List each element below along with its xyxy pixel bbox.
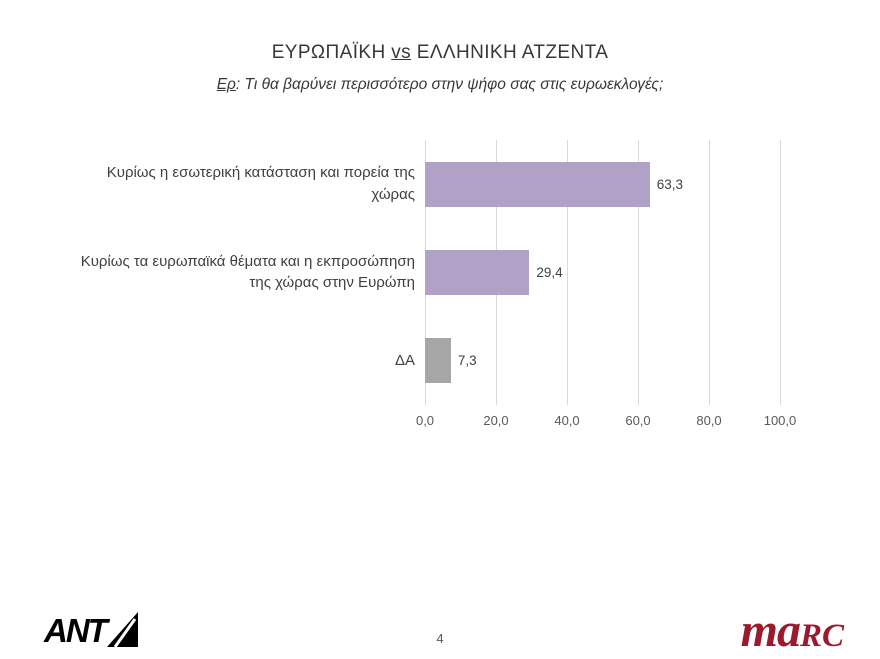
subtitle-rest: : Τι θα βαρύνει περισσότερο στην ψήφο σα… xyxy=(235,76,664,93)
x-axis-tick-label: 100,0 xyxy=(763,413,797,428)
bar-value-label: 63,3 xyxy=(656,176,683,192)
bar-value-label: 29,4 xyxy=(536,264,563,280)
category-label: Κυρίως η εσωτερική κατάσταση και πορεία … xyxy=(106,164,415,204)
x-axis-tick-label: 40,0 xyxy=(554,413,580,428)
subtitle-prefix: Ερ xyxy=(216,76,236,93)
x-axis-tick-label: 20,0 xyxy=(483,413,509,428)
title-part2: ΕΛΛΗΝΙΚΗ ΑΤΖΕΝΤΑ xyxy=(411,42,609,63)
title-vs: vs xyxy=(391,42,412,63)
ant1-logo-text: ANT xyxy=(44,612,108,649)
title-part1: ΕΥΡΩΠΑΪΚΗ xyxy=(271,42,392,63)
x-axis-tick-label: 60,0 xyxy=(625,413,651,428)
category-labels: Κυρίως η εσωτερική κατάσταση και πορεία … xyxy=(80,140,415,405)
marc-logo-text-rc: RC xyxy=(799,618,844,654)
bar-row: 63,3 xyxy=(425,140,780,228)
gridline xyxy=(638,140,639,405)
ant1-one-triangle-icon xyxy=(106,612,138,647)
bar-value-label: 7,3 xyxy=(457,353,477,369)
bar-chart: Κυρίως η εσωτερική κατάσταση και πορεία … xyxy=(80,140,796,428)
bars-container: 63,3 29,4 7,3 xyxy=(425,140,780,405)
bar-row: 29,4 xyxy=(425,228,780,316)
gridline xyxy=(709,140,710,405)
slide-title: ΕΥΡΩΠΑΪΚΗ vs ΕΛΛΗΝΙΚΗ ΑΤΖΕΝΤΑ xyxy=(0,42,880,64)
gridline xyxy=(567,140,568,405)
category-label: ΔΑ xyxy=(394,351,415,369)
bar xyxy=(425,338,451,384)
marc-logo: maRC xyxy=(741,607,844,655)
bar-row: 7,3 xyxy=(425,317,780,405)
bar xyxy=(425,249,530,295)
slide-subtitle: Ερ: Τι θα βαρύνει περισσότερο στην ψήφο … xyxy=(0,76,880,94)
ant1-logo: ANT xyxy=(44,612,138,647)
page-number: 4 xyxy=(436,631,444,646)
marc-logo-text-ma: ma xyxy=(740,604,801,657)
bar xyxy=(425,161,650,207)
x-axis-tick-label: 0,0 xyxy=(415,413,435,428)
gridline xyxy=(780,140,781,405)
x-axis-tick-label: 80,0 xyxy=(696,413,722,428)
plot-area: 63,3 29,4 7,3 0,0 20,0 40,0 60,0 80,0 100,0 xyxy=(416,140,796,428)
category-label: Κυρίως τα ευρωπαϊκά θέματα και η εκπροσώ… xyxy=(80,252,415,292)
